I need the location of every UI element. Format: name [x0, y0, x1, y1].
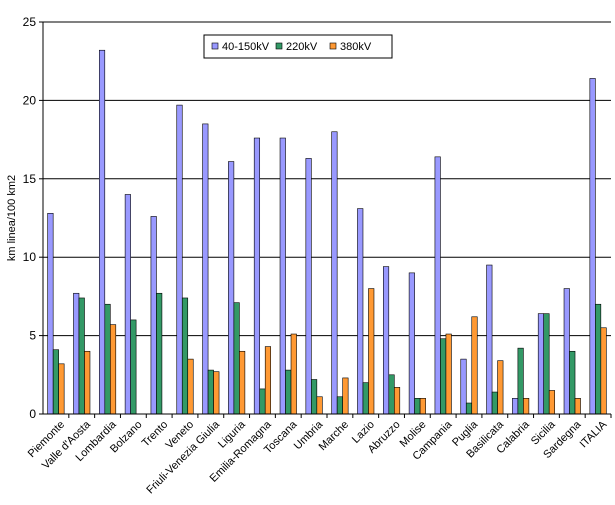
bar-380kV-Sicilia: [548, 390, 556, 415]
bar-220kV-Trento: [156, 292, 163, 415]
bar-380kV-Abruzzo: [393, 387, 401, 415]
bar-40-150kV-Piemonte: [47, 212, 54, 415]
y-tick-label: 15: [23, 172, 37, 186]
bar-40-150kV-Marche: [331, 131, 338, 415]
bar-220kV-Calabria: [517, 347, 524, 415]
y-tick-label: 0: [29, 407, 36, 421]
bar-380kV-Umbria: [316, 396, 323, 415]
bar-40-150kV-Lombardia: [98, 49, 106, 415]
bar-380kV-Puglia: [471, 316, 478, 415]
bar-40-150kV-Emilia-Romagna: [253, 137, 261, 415]
bar-40-150kV-Veneto: [176, 104, 183, 415]
legend-label-380kV: 380kV: [340, 41, 372, 53]
bar-220kV-Campania: [440, 338, 447, 415]
bar-220kV-Lazio: [362, 382, 369, 415]
bar-380kV-Marche: [342, 377, 349, 415]
y-tick-label: 20: [23, 93, 37, 107]
bar-40-150kV-Valle d'Aosta: [73, 292, 80, 415]
bar-220kV-Bolzano: [130, 319, 137, 415]
y-tick-label: 10: [23, 250, 37, 264]
bar-40-150kV-Toscana: [279, 137, 286, 415]
bar-380kV-Veneto: [187, 358, 194, 415]
bar-40-150kV-Molise: [408, 272, 415, 415]
bar-220kV-Piemonte: [52, 349, 59, 415]
gridlines: [43, 21, 611, 337]
bar-40-150kV-Abruzzo: [382, 266, 390, 415]
bar-380kV-Toscana: [290, 333, 297, 415]
bar-220kV-Emilia-Romagna: [259, 388, 266, 415]
bar-220kV-Molise: [414, 398, 421, 415]
x-tick-label: ITALIA: [578, 418, 610, 450]
bar-380kV-Liguria: [239, 350, 246, 415]
bar-380kV-Friuli-Venezia Giulia: [213, 371, 220, 415]
bar-380kV-Molise: [419, 398, 426, 415]
bar-220kV-Abruzzo: [388, 374, 395, 415]
plot-area: [43, 22, 611, 414]
bar-40-150kV-Umbria: [305, 158, 312, 415]
legend-label-220kV: 220kV: [286, 41, 318, 53]
bar-40-150kV-ITALIA: [589, 78, 596, 415]
bar-220kV-Umbria: [311, 379, 318, 415]
bar-380kV-Campania: [445, 333, 452, 415]
bar-380kV-Basilicata: [497, 360, 504, 415]
bar-40-150kV-Bolzano: [124, 194, 131, 415]
bar-380kV-ITALIA: [600, 327, 607, 415]
bar-220kV-Puglia: [465, 402, 473, 415]
legend-swatch-220kV: [275, 42, 283, 50]
bar-40-150kV-Friuli-Venezia Giulia: [202, 123, 209, 415]
bar-40-150kV-Trento: [150, 216, 157, 415]
bar-220kV-Lombardia: [104, 303, 111, 415]
legend: 40-150kV 220kV 380kV: [203, 34, 393, 59]
y-tick-label: 25: [23, 15, 37, 29]
legend-swatch-40-150kV: [211, 42, 219, 50]
bar-220kV-Basilicata: [491, 391, 498, 415]
bar-220kV-Liguria: [233, 302, 240, 415]
bar-380kV-Lombardia: [109, 324, 117, 415]
bar-380kV-Calabria: [523, 398, 530, 415]
bar-220kV-Veneto: [181, 297, 189, 415]
bar-40-150kV-Sardegna: [563, 288, 570, 415]
y-tick-label: 5: [29, 329, 36, 343]
bar-380kV-Lazio: [368, 288, 375, 415]
bar-40-150kV-Calabria: [512, 398, 519, 415]
bar-380kV-Valle d'Aosta: [84, 350, 91, 415]
legend-swatch-380kV: [329, 42, 337, 50]
bar-220kV-Valle d'Aosta: [78, 297, 85, 415]
bar-220kV-ITALIA: [595, 303, 602, 415]
bar-40-150kV-Puglia: [460, 358, 467, 415]
bar-40-150kV-Campania: [434, 156, 441, 415]
legend-label-40-150kV: 40-150kV: [222, 41, 270, 53]
bar-40-150kV-Liguria: [228, 161, 235, 415]
bar-380kV-Emilia-Romagna: [264, 346, 272, 415]
bar-220kV-Sardegna: [569, 350, 576, 415]
y-axis-title: km linea/100 km2: [6, 175, 18, 261]
bar-220kV-Friuli-Venezia Giulia: [207, 369, 214, 415]
bar-220kV-Toscana: [285, 369, 292, 415]
bar-40-150kV-Basilicata: [486, 264, 493, 415]
bar-220kV-Sicilia: [543, 313, 550, 415]
y-tick-labels: 0 5 10 15 20 25: [23, 15, 43, 421]
bar-380kV-Piemonte: [58, 363, 65, 415]
bar-40-150kV-Sicilia: [537, 313, 545, 415]
bar-380kV-Sardegna: [574, 398, 581, 415]
bar-40-150kV-Lazio: [357, 208, 364, 415]
legend-box: [203, 34, 393, 59]
bar-220kV-Marche: [336, 396, 343, 415]
